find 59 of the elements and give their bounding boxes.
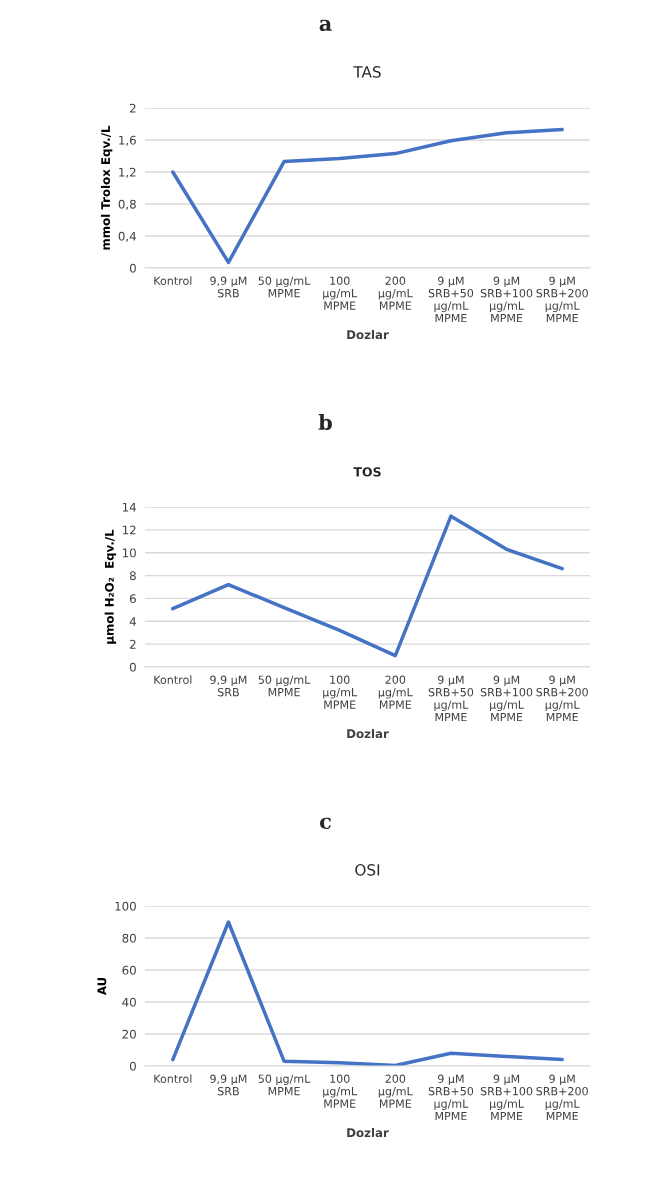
x-tick-label: 9 µM SRB+100 µg/mL MPME: [480, 1074, 533, 1121]
y-tick-label: 0: [129, 263, 136, 273]
x-tick-label: 9 µM SRB+200 µg/mL MPME: [536, 675, 588, 722]
y-tick-label: 2: [130, 103, 136, 113]
x-tick-label: 100 µg/mL MPME: [323, 1074, 358, 1108]
line-series: [171, 920, 564, 1066]
y-tick-label: 14: [122, 502, 136, 512]
x-tick-label: 9 µM SRB+50 µg/mL MPME: [428, 675, 474, 722]
x-tick-label: 200 µg/mL MPME: [378, 1074, 413, 1108]
y-tick-label: 20: [122, 1029, 136, 1039]
x-tick-label: 9 µM SRB+50 µg/mL MPME: [428, 276, 474, 323]
text: c: [320, 817, 331, 830]
line-series: [171, 127, 564, 265]
x-tick-label: 100 µg/mL MPME: [323, 276, 358, 310]
x-tick-label: 50 µg/mL MPME: [258, 675, 311, 697]
y-axis-title: AU: [97, 977, 107, 996]
x-tick-label: Kontrol: [154, 1074, 192, 1083]
y-tick-label: 6: [129, 594, 136, 604]
y-tick-label: 4: [129, 617, 136, 626]
y-tick-label: 0: [129, 1061, 136, 1071]
y-tick-label: 80: [122, 933, 136, 943]
y-tick-label: 0: [129, 662, 136, 672]
x-tick-label: 9 µM SRB+100 µg/mL MPME: [480, 276, 533, 323]
chart-title: TAS: [353, 66, 381, 78]
x-tick-label: 50 µg/mL MPME: [258, 276, 311, 298]
text: a: [319, 19, 332, 32]
text: b: [318, 413, 332, 431]
y-tick-label: 8: [129, 571, 136, 581]
x-tick-label: 9,9 µM SRB: [210, 276, 247, 298]
x-tick-label: 200 µg/mL MPME: [378, 276, 413, 310]
x-axis-title: Dozlar: [347, 329, 389, 340]
y-tick-label: 10: [122, 548, 136, 558]
x-tick-label: 9 µM SRB+200 µg/mL MPME: [536, 1074, 588, 1121]
y-tick-label: 60: [122, 965, 136, 975]
x-tick-label: 9,9 µM SRB: [210, 675, 247, 697]
x-tick-label: 9,9 µM SRB: [210, 1074, 247, 1096]
chart-title: TOS: [353, 467, 381, 477]
chart-title: OSI: [355, 864, 380, 876]
y-tick-label: 0,4: [118, 231, 136, 242]
x-tick-label: 100 µg/mL MPME: [323, 675, 358, 709]
y-tick-label: 40: [122, 997, 136, 1007]
x-tick-label: 50 µg/mL MPME: [258, 1074, 311, 1096]
y-axis-title: mmol Trolox Eqv./L: [100, 125, 113, 250]
x-axis-title: Dozlar: [347, 1127, 389, 1138]
y-tick-label: 2: [130, 639, 136, 649]
x-tick-label: 200 µg/mL MPME: [378, 675, 413, 709]
x-tick-label: 9 µM SRB+100 µg/mL MPME: [480, 675, 533, 722]
x-axis-title: Dozlar: [347, 728, 389, 739]
x-tick-label: Kontrol: [154, 675, 192, 684]
y-tick-label: 12: [122, 525, 136, 535]
line-series: [171, 514, 564, 658]
y-tick-label: 0,8: [118, 199, 136, 210]
y-axis-title: µmol H₂O₂ Eqv./L: [104, 529, 117, 644]
x-tick-label: Kontrol: [154, 276, 192, 285]
y-tick-label: 100: [115, 901, 136, 911]
y-tick-label: 1,6: [119, 135, 136, 146]
x-tick-label: 9 µM SRB+50 µg/mL MPME: [428, 1074, 474, 1121]
x-tick-label: 9 µM SRB+200 µg/mL MPME: [536, 276, 588, 323]
y-tick-label: 1,2: [119, 167, 136, 178]
